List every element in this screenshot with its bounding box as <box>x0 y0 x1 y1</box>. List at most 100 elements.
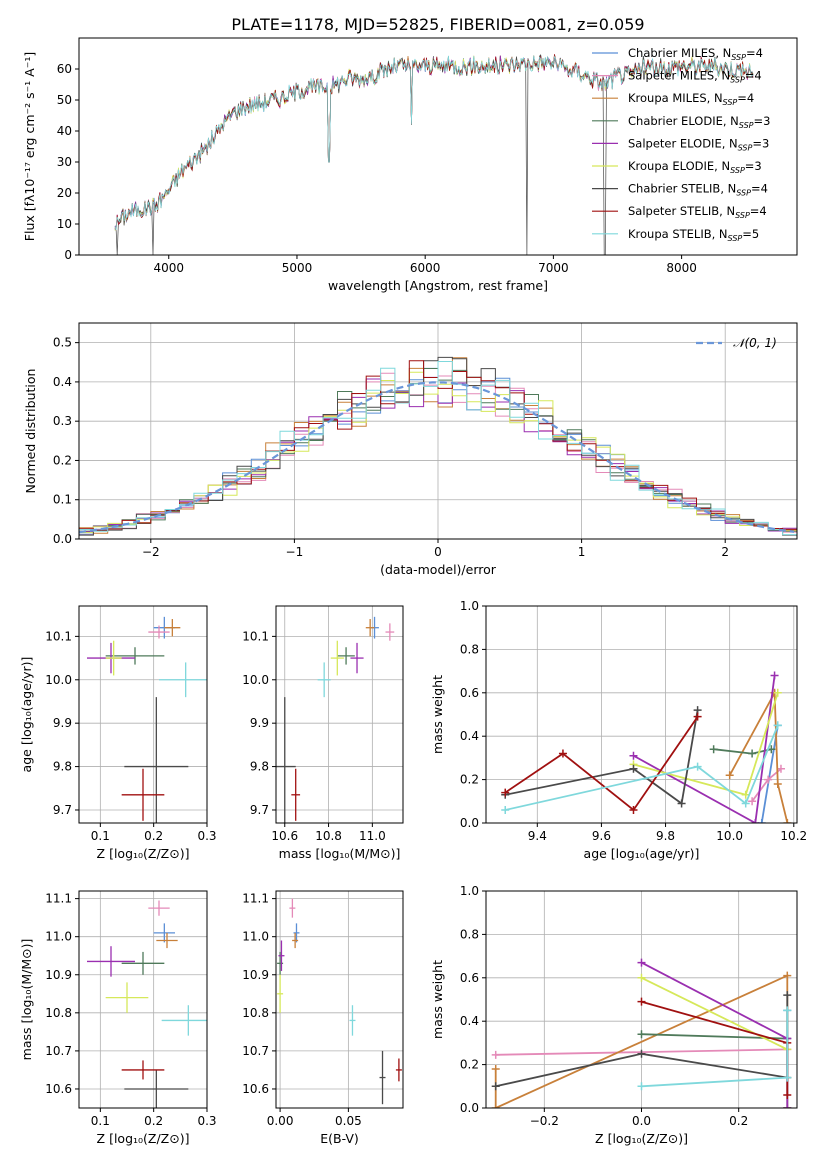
y-axis-label: age [log₁₀(age/yr)] <box>19 657 34 773</box>
weight-marker-salpeter-stelib <box>783 1090 792 1099</box>
y-tick-label: 10.8 <box>242 1006 269 1020</box>
y-tick-label: 9.9 <box>250 716 269 730</box>
x-tick-label: 0.1 <box>91 1114 110 1128</box>
legend-label: 𝒩(0, 1) <box>733 336 777 350</box>
x-tick-label: 10.2 <box>780 829 807 843</box>
y-tick-label: 0.8 <box>460 927 479 941</box>
spectrum-legend: Chabrier MILES, NSSP=4 Salpeter MILES, NS… <box>592 46 770 243</box>
x-tick-label: 10.8 <box>315 829 342 843</box>
weight-marker-kroupa-stelib <box>741 799 750 808</box>
legend-label: Chabrier STELIB, NSSP=4 <box>628 182 768 198</box>
y-tick-label: 0.6 <box>460 971 479 985</box>
weight-marker-chabrier-stelib <box>629 764 638 773</box>
y-tick-label: 10.8 <box>45 1006 72 1020</box>
weight-marker-chabrier-miles <box>757 819 766 823</box>
y-axis-label: mass [log₁₀(M/M⊙)] <box>19 939 34 1061</box>
y-tick-label: 10.6 <box>242 1082 269 1096</box>
axes-frame <box>485 605 798 824</box>
weight-marker-chabrier-elodie <box>637 1030 646 1039</box>
y-tick-label: 1.0 <box>460 599 479 613</box>
y-tick-label: 11.0 <box>242 930 269 944</box>
y-tick-label: 0.5 <box>53 336 72 350</box>
plot-area <box>501 671 792 823</box>
weight-marker-salpeter-miles <box>764 775 773 784</box>
x-tick-label: 8000 <box>666 261 697 275</box>
x-tick-label: 5000 <box>282 261 313 275</box>
y-tick-label: 11.0 <box>45 930 72 944</box>
plot-area <box>276 616 395 823</box>
weight-marker-kroupa-stelib <box>783 1006 792 1015</box>
x-tick-label: 9.4 <box>528 829 547 843</box>
weight-marker-kroupa-miles <box>491 1064 500 1073</box>
x-tick-label: 0.00 <box>267 1114 294 1128</box>
x-tick-label: 2 <box>721 545 729 559</box>
y-axis-label: Flux [fλ10⁻¹⁷ erg cm⁻² s⁻¹ A⁻¹] <box>22 52 37 241</box>
spectrum-line-kroupa-stelib <box>114 55 754 231</box>
weight-line-kroupa-elodie <box>641 976 788 1051</box>
x-tick-label: 9.6 <box>592 829 611 843</box>
weight-line-chabrier-miles <box>760 725 779 823</box>
y-tick-label: 0.1 <box>53 493 72 507</box>
plot-area <box>277 898 402 1105</box>
weight-marker-kroupa-miles <box>773 779 782 788</box>
panel-spectrum: 4000 5000 6000 7000 8000 0 10 20 30 40 50 60 wavelen… <box>22 37 798 293</box>
normal-curve <box>79 381 795 534</box>
weight-marker-kroupa-stelib <box>693 762 702 771</box>
y-tick-label: 0.6 <box>460 686 479 700</box>
axes-frame <box>78 605 208 824</box>
grid <box>276 891 403 1108</box>
panel-residuals: −2 −1 0 1 2 0.0 0.1 0.2 0.3 0.4 0.5 (data-model)/er… <box>23 322 798 577</box>
legend-label: Salpeter STELIB, NSSP=4 <box>628 204 767 220</box>
y-tick-label: 10.1 <box>45 629 72 643</box>
weight-marker-salpeter-miles <box>748 797 757 806</box>
y-tick-label: 9.9 <box>53 716 72 730</box>
y-tick-label: 0.4 <box>53 375 72 389</box>
axes-frame <box>275 890 404 1109</box>
weight-marker-salpeter-elodie <box>637 958 646 967</box>
weight-marker-salpeter-stelib <box>637 997 646 1006</box>
y-axis-label: mass weight <box>430 960 445 1039</box>
y-tick-label: 0.2 <box>460 1058 479 1072</box>
y-axis-label: mass weight <box>430 675 445 754</box>
weight-marker-kroupa-elodie <box>773 688 782 697</box>
y-tick-label: 0.4 <box>460 1014 479 1028</box>
panel-mass-vs-z: 0.1 0.2 0.3 10.6 10.7 10.8 10.9 11.0 11.1 Z [log₁… <box>19 890 217 1146</box>
y-tick-label: 0.2 <box>460 773 479 787</box>
x-tick-label: 0 <box>434 545 442 559</box>
y-tick-label: 0.2 <box>53 453 72 467</box>
weight-marker-chabrier-elodie <box>709 745 718 754</box>
y-tick-label: 10.7 <box>45 1044 72 1058</box>
y-tick-label: 60 <box>57 62 72 76</box>
weight-line-kroupa-miles <box>728 689 789 823</box>
x-tick-label: 7000 <box>538 261 569 275</box>
weight-marker-salpeter-stelib <box>501 788 510 797</box>
y-tick-label: 11.1 <box>45 892 72 906</box>
weight-marker-salpeter-stelib <box>558 749 567 758</box>
weight-marker-salpeter-stelib <box>693 712 702 721</box>
x-axis-label: Z [log₁₀(Z/Z⊙)] <box>97 1131 190 1146</box>
y-axis-label: Normed distribution <box>23 369 38 494</box>
weight-line-salpeter-stelib <box>504 716 699 812</box>
y-tick-label: 9.7 <box>250 803 269 817</box>
weight-marker-kroupa-stelib <box>637 1082 646 1091</box>
legend-label: Salpeter MILES, NSSP=4 <box>628 69 762 85</box>
panel-weight-vs-age: 9.4 9.6 9.8 10.0 10.2 0.0 0.2 0.4 0.6 0.8 1.0 age [… <box>430 599 807 861</box>
figure-title: PLATE=1178, MJD=52825, FIBERID=0081, z=0… <box>231 15 644 34</box>
y-tick-label: 20 <box>57 186 72 200</box>
y-tick-label: 50 <box>57 93 72 107</box>
x-tick-label: −2 <box>142 545 160 559</box>
x-tick-label: 10.6 <box>271 829 298 843</box>
y-tick-label: 0.4 <box>460 729 479 743</box>
weight-marker-kroupa-miles <box>783 819 792 823</box>
x-tick-label: 4000 <box>153 261 184 275</box>
weight-marker-kroupa-elodie <box>637 973 646 982</box>
plot-area <box>114 54 754 255</box>
weight-marker-salpeter-miles <box>491 1050 500 1059</box>
y-tick-label: 11.1 <box>242 892 269 906</box>
histogram-kroupa-stelib <box>79 361 797 536</box>
y-tick-label: 0.3 <box>53 414 72 428</box>
plot-area <box>87 616 207 823</box>
weight-marker-salpeter-stelib <box>629 805 638 814</box>
x-tick-label: 0.2 <box>144 829 163 843</box>
y-tick-label: 10.6 <box>45 1082 72 1096</box>
